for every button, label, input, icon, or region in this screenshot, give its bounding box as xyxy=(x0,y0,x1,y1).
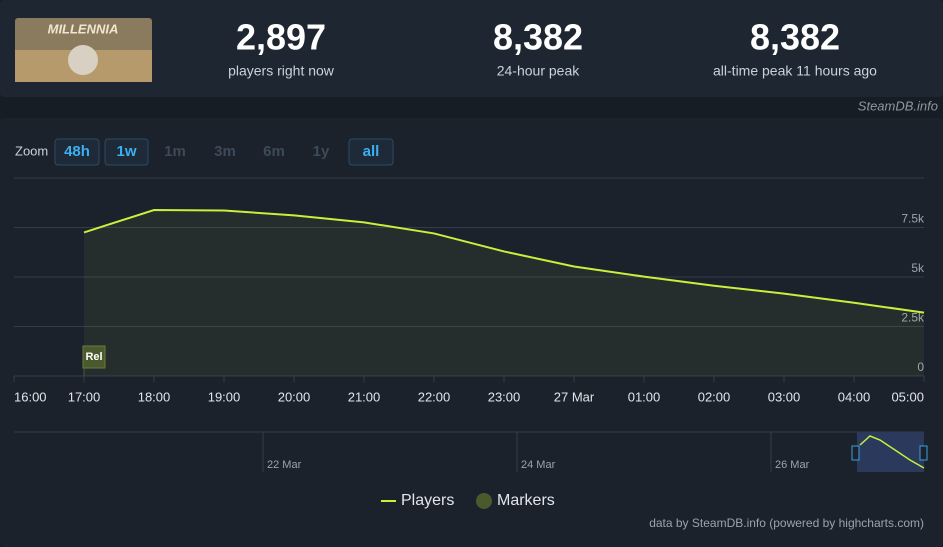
navigator-handle[interactable] xyxy=(919,445,928,461)
legend-symbol xyxy=(476,493,492,509)
zoom-button-label[interactable]: 48h xyxy=(64,143,90,160)
x-tick-label: 05:00 xyxy=(891,389,924,404)
x-tick-label: 20:00 xyxy=(278,389,311,404)
zoom-button-label: 1m xyxy=(164,143,186,160)
x-tick-label: 21:00 xyxy=(348,389,381,404)
stats-panel xyxy=(0,0,943,97)
navigator-handle[interactable] xyxy=(851,445,860,461)
logo-skull xyxy=(68,45,98,75)
zoom-button-label: 6m xyxy=(263,143,285,160)
zoom-button[interactable] xyxy=(54,138,100,166)
x-tick-label: 17:00 xyxy=(68,389,101,404)
y-tick-label: 7.5k xyxy=(901,212,925,226)
player-line xyxy=(83,209,925,314)
x-tick-label: 23:00 xyxy=(488,389,521,404)
zoom-button[interactable] xyxy=(348,138,394,166)
zoom-button-label[interactable]: 1w xyxy=(116,143,136,160)
navigator-label: 24 Mar xyxy=(521,459,556,471)
x-tick-label: 27 Mar xyxy=(554,389,595,404)
source[interactable]: SteamDB.info xyxy=(858,98,938,113)
stat-value: 8,382 xyxy=(750,17,840,58)
zoom-label: Zoom xyxy=(15,143,48,158)
zoom-button-label: 1y xyxy=(313,143,330,160)
legend-label[interactable]: Players xyxy=(401,492,454,509)
logo-text: MILLENNIA xyxy=(48,21,119,36)
navigator-range[interactable] xyxy=(857,432,924,472)
line-area xyxy=(84,210,924,376)
stat-value: 2,897 xyxy=(236,17,326,58)
x-tick-label: 03:00 xyxy=(768,389,801,404)
navigator-line xyxy=(859,435,925,469)
x-tick-label: 19:00 xyxy=(208,389,241,404)
navigator-label: 22 Mar xyxy=(267,459,302,471)
x-tick-label: 02:00 xyxy=(698,389,731,404)
zoom-button-label[interactable]: all xyxy=(363,143,380,160)
stat-label: all-time peak 11 hours ago xyxy=(713,63,877,79)
marker-box[interactable] xyxy=(82,345,106,369)
x-tick-label: 22:00 xyxy=(418,389,451,404)
legend-label[interactable]: Markers xyxy=(497,492,555,509)
x-tick-label: 01:00 xyxy=(628,389,661,404)
x-tick-label: 18:00 xyxy=(138,389,171,404)
y-tick-label: 0 xyxy=(917,360,924,374)
x-tick-label: 16:00 xyxy=(14,389,47,404)
marker-label: Rel xyxy=(85,351,102,363)
zoom-button[interactable] xyxy=(104,138,149,166)
x-tick-label: 04:00 xyxy=(838,389,871,404)
credits[interactable]: data by SteamDB.info (powered by highcha… xyxy=(649,516,924,530)
y-tick-label: 5k xyxy=(911,261,925,275)
stat-label: players right now xyxy=(228,63,335,79)
chart-panel xyxy=(0,118,943,547)
y-tick-label: 2.5k xyxy=(901,311,925,325)
zoom-button-label: 3m xyxy=(214,143,236,160)
navigator-label: 26 Mar xyxy=(775,459,810,471)
stat-value: 8,382 xyxy=(493,17,583,58)
stat-label: 24-hour peak xyxy=(497,63,581,79)
